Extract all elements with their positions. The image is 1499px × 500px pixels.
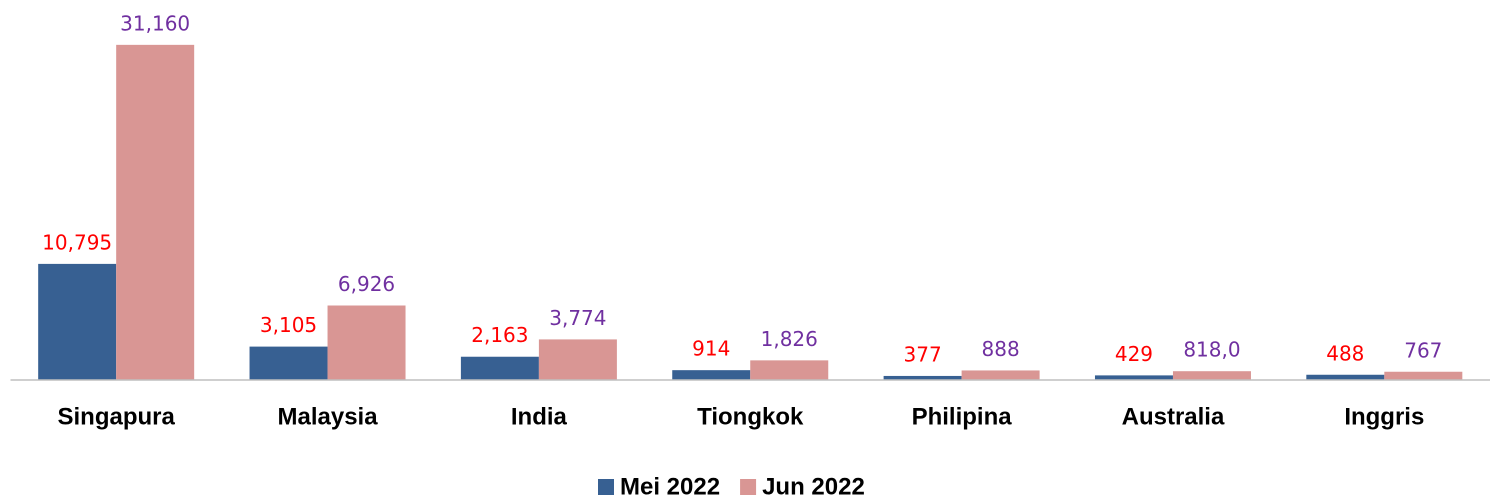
- legend-label: Mei 2022: [620, 473, 720, 500]
- value-label: 6,926: [338, 272, 395, 296]
- bar: [116, 44, 195, 380]
- bar: [1094, 375, 1173, 380]
- value-label: 767: [1404, 338, 1442, 362]
- bar: [249, 346, 328, 380]
- bar: [1172, 371, 1251, 380]
- bar: [750, 360, 829, 380]
- bar: [327, 305, 406, 380]
- legend-label: Jun 2022: [762, 473, 865, 500]
- bar: [1384, 371, 1463, 380]
- value-label: 31,160: [120, 11, 190, 35]
- value-label: 10,795: [42, 230, 112, 254]
- x-tick-label: Inggris: [1344, 403, 1424, 430]
- x-tick-label: India: [511, 403, 568, 430]
- bar: [460, 356, 539, 380]
- bar: [961, 370, 1040, 380]
- bar: [538, 339, 617, 380]
- value-label: 3,774: [549, 306, 606, 330]
- bar: [1306, 374, 1385, 380]
- legend-swatch: [740, 479, 757, 495]
- value-label: 1,826: [761, 327, 818, 351]
- bar: [38, 263, 117, 380]
- x-tick-label: Tiongkok: [697, 403, 804, 430]
- value-label: 488: [1326, 341, 1364, 365]
- bar: [883, 375, 962, 380]
- x-tick-label: Singapura: [57, 403, 175, 430]
- x-tick-label: Malaysia: [277, 403, 378, 430]
- bar: [672, 370, 751, 380]
- x-tick-label: Philipina: [912, 403, 1013, 430]
- value-label: 914: [692, 337, 730, 361]
- legend-swatch: [598, 479, 614, 495]
- value-label: 377: [904, 342, 942, 366]
- value-label: 429: [1115, 342, 1153, 366]
- value-label: 818,0: [1183, 338, 1240, 362]
- x-tick-label: Australia: [1122, 403, 1225, 430]
- value-label: 2,163: [471, 323, 528, 347]
- value-label: 888: [982, 337, 1020, 361]
- value-label: 3,105: [260, 313, 317, 337]
